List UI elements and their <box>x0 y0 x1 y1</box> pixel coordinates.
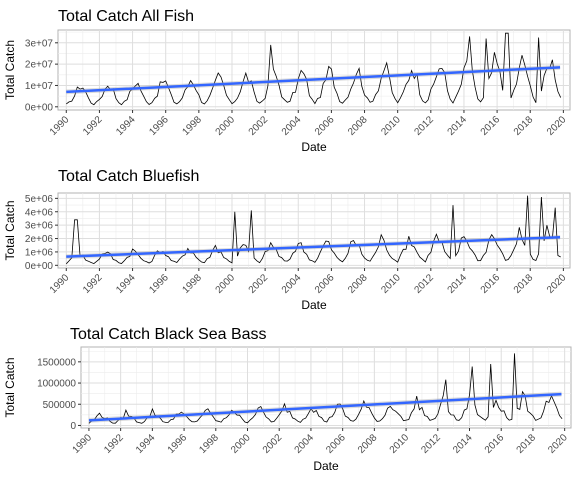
x-tick-label: 2000 <box>229 432 253 456</box>
x-tick-label: 2004 <box>280 272 304 296</box>
x-tick-label: 2010 <box>379 114 403 138</box>
x-tick-label: 2008 <box>346 114 370 138</box>
x-tick-label: 2012 <box>412 272 436 296</box>
x-tick-label: 2014 <box>446 272 470 296</box>
x-tick-label: 2004 <box>280 114 304 138</box>
x-axis-label: Date <box>301 140 327 154</box>
x-tick-label: 1998 <box>180 114 204 138</box>
chart-title: Total Catch Black Sea Bass <box>70 326 267 343</box>
y-axis-label: Total Catch <box>3 200 17 260</box>
x-tick-label: 2004 <box>293 432 317 456</box>
x-tick-label: 2010 <box>388 432 412 456</box>
x-tick-label: 2014 <box>451 432 475 456</box>
x-tick-label: 2012 <box>412 114 436 138</box>
x-axis-label: Date <box>313 459 339 473</box>
y-tick-label: 1e+07 <box>25 81 54 92</box>
y-tick-label: 2e+06 <box>25 234 54 245</box>
x-tick-label: 2018 <box>512 114 536 138</box>
y-tick-label: 5e+06 <box>25 194 54 205</box>
chart-panel-black-sea-bass: Total Catch Black Sea Bass 0 500000 1000000… <box>3 326 572 473</box>
x-tick-label: 2002 <box>247 272 271 296</box>
x-tick-label: 2016 <box>479 272 503 296</box>
x-tick-label: 1994 <box>114 114 138 138</box>
y-axis-label: Total Catch <box>3 357 17 417</box>
y-tick-label: 0e+00 <box>25 261 54 272</box>
series-line-total-catch <box>66 195 561 265</box>
y-axis-label: Total Catch <box>3 40 17 100</box>
x-tick-label: 2006 <box>313 272 337 296</box>
x-tick-label: 2000 <box>214 272 238 296</box>
y-tick-label: 0e+00 <box>25 102 54 113</box>
chart-title: Total Catch Bluefish <box>58 168 199 185</box>
x-tick-label: 2006 <box>324 432 348 456</box>
x-tick-label: 1992 <box>81 272 105 296</box>
x-tick-label: 2016 <box>483 432 507 456</box>
x-tick-label: 1998 <box>197 432 221 456</box>
y-tick-label: 1e+06 <box>25 247 54 258</box>
x-tick-label: 2002 <box>261 432 285 456</box>
x-tick-label: 1990 <box>48 272 72 296</box>
y-tick-label: 500000 <box>43 400 77 411</box>
y-tick-label: 3e+07 <box>25 38 54 49</box>
x-tick-label: 1996 <box>147 114 171 138</box>
x-tick-label: 2002 <box>247 114 271 138</box>
y-tick-label: 2e+07 <box>25 60 54 71</box>
x-tick-label: 1996 <box>147 272 171 296</box>
x-tick-label: 2018 <box>512 272 536 296</box>
x-tick-label: 2012 <box>419 432 443 456</box>
x-tick-label: 1990 <box>71 432 95 456</box>
chart-title: Total Catch All Fish <box>58 8 194 25</box>
x-axis-label: Date <box>301 298 327 312</box>
y-tick-label: 3e+06 <box>25 221 54 232</box>
trend-line <box>88 392 562 422</box>
x-tick-label: 1994 <box>114 272 138 296</box>
trend-line <box>66 66 561 94</box>
x-tick-label: 2020 <box>545 272 569 296</box>
plot-area <box>57 192 571 269</box>
x-tick-label: 1992 <box>81 114 105 138</box>
y-tick-label: 1500000 <box>37 357 76 368</box>
y-tick-label: 4e+06 <box>25 207 54 218</box>
x-tick-label: 1998 <box>180 272 204 296</box>
x-tick-label: 1992 <box>102 432 126 456</box>
x-tick-label: 2020 <box>545 114 569 138</box>
x-tick-label: 2008 <box>356 432 380 456</box>
x-tick-label: 2006 <box>313 114 337 138</box>
y-tick-label: 1000000 <box>37 379 76 390</box>
chart-panel-bluefish: Total Catch Bluefish 0e+00 1e+06 2e+06 3e+06… <box>3 168 571 312</box>
y-tick-label: 0 <box>70 421 76 432</box>
x-tick-label: 2014 <box>446 114 470 138</box>
trend-line <box>66 235 561 258</box>
chart-panel-all-fish: Total Catch All Fish 0e+00 1e+07 2e+07 3e+07… <box>3 8 571 154</box>
series-line-total-catch <box>66 32 562 106</box>
x-tick-label: 2020 <box>546 432 570 456</box>
x-tick-label: 1996 <box>166 432 190 456</box>
x-tick-label: 1994 <box>134 432 158 456</box>
x-tick-label: 2016 <box>479 114 503 138</box>
x-tick-label: 1990 <box>48 114 72 138</box>
series-line-total-catch <box>88 353 563 424</box>
x-tick-label: 2010 <box>379 272 403 296</box>
x-tick-label: 2000 <box>214 114 238 138</box>
x-tick-label: 2008 <box>346 272 370 296</box>
x-tick-label: 2018 <box>515 432 539 456</box>
